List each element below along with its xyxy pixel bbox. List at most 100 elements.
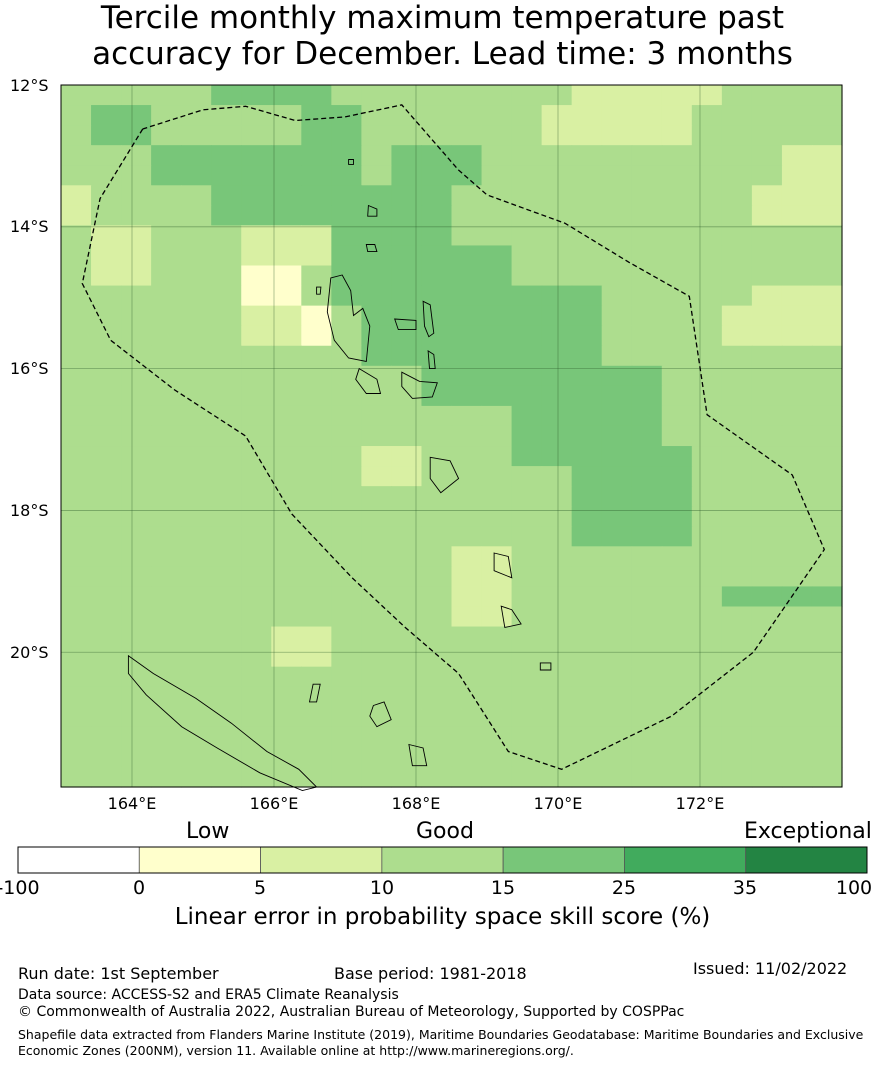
grid-cell [631,145,663,166]
grid-cell [571,145,603,166]
grid-cell [691,305,723,327]
grid-cell [361,85,393,106]
grid-cell [241,526,272,547]
grid-cell [61,666,92,688]
grid-cell [121,646,152,668]
grid-cell [511,225,543,247]
grid-cell [301,205,332,226]
grid-cell [301,546,332,567]
grid-cell [451,145,483,166]
grid-cell [811,345,843,367]
island-outline [365,244,378,253]
grid-cell [241,345,272,367]
grid-cell [301,325,332,347]
grid-cell [361,566,393,588]
grid-cell [151,245,182,267]
grid-cell [211,726,242,748]
grid-cell [541,325,573,347]
grid-cell [691,646,723,668]
grid-cell [691,425,723,447]
grid-cell [421,105,453,126]
grid-cell [691,446,723,467]
colorbar-tick: 10 [369,877,395,899]
grid-cell [781,746,813,768]
grid-cell [391,365,423,387]
shapefile-note: Shapefile data extracted from Flanders M… [18,1027,864,1058]
grid-cell [451,466,483,487]
grid-cell [151,225,182,247]
grid-cell [241,265,272,287]
grid-cell [91,325,122,347]
grid-cell [211,566,242,588]
grid-cell [721,506,753,527]
grid-cell [211,245,242,267]
grid-cell [691,566,723,588]
grid-cell [331,486,362,507]
grid-cell [211,345,242,367]
grid-cell [391,265,423,287]
grid-cell [331,446,362,467]
grid-cell [781,145,813,166]
grid-cell [601,706,633,728]
grid-cell [151,285,182,307]
grid-cell [631,165,663,186]
grid-cell [781,345,813,367]
colorbar [17,846,868,874]
grid-cell [811,125,843,146]
grid-cell [481,365,513,387]
grid-cell [751,405,783,427]
grid-cell [61,546,92,567]
grid-cell [571,506,603,527]
grid-cell [61,225,92,247]
colorbar-tick: 0 [132,877,146,899]
grid-cell [211,606,242,628]
island-outline [355,367,382,394]
grid-cell [211,145,242,166]
grid-cell [61,185,92,206]
grid-cell [811,706,843,728]
grid-cell [631,185,663,206]
grid-cell [331,726,362,748]
grid-cell [751,185,783,206]
grid-cell [721,385,753,407]
grid-cell [181,506,212,527]
grid-cell [91,486,122,507]
grid-cell [481,666,513,688]
grid-cell [811,666,843,688]
grid-cell [271,205,302,226]
grid-cell [541,205,573,226]
grid-cell [391,85,423,106]
grid-cell [421,305,453,327]
grid-cell [331,145,362,166]
grid-cell [811,325,843,347]
grid-cell [211,666,242,688]
grid-cell [211,105,242,126]
grid-cell [571,646,603,668]
grid-cell [481,646,513,668]
grid-cell [181,666,212,688]
grid-cell [211,405,242,427]
grid-cell [781,185,813,206]
island-outline [369,701,392,728]
grid-cell [121,546,152,567]
grid-cell [271,145,302,166]
grid-cell [721,225,753,247]
grid-cell [541,145,573,166]
grid-cell [421,526,453,547]
grid-cell [271,325,302,347]
grid-cell [541,626,573,648]
grid-cell [181,165,212,186]
grid-cell [211,486,242,507]
grid-cell [451,566,483,588]
grid-cell [391,686,423,708]
grid-cell [91,145,122,166]
grid-cell [781,506,813,527]
grid-cell [631,225,663,247]
map-title: Tercile monthly maximum temperature past… [0,0,885,72]
grid-cell [151,746,182,768]
grid-cell [151,85,182,106]
grid-cell [451,726,483,748]
grid-cell [511,245,543,267]
grid-cell [361,606,393,628]
grid-cell [331,466,362,487]
